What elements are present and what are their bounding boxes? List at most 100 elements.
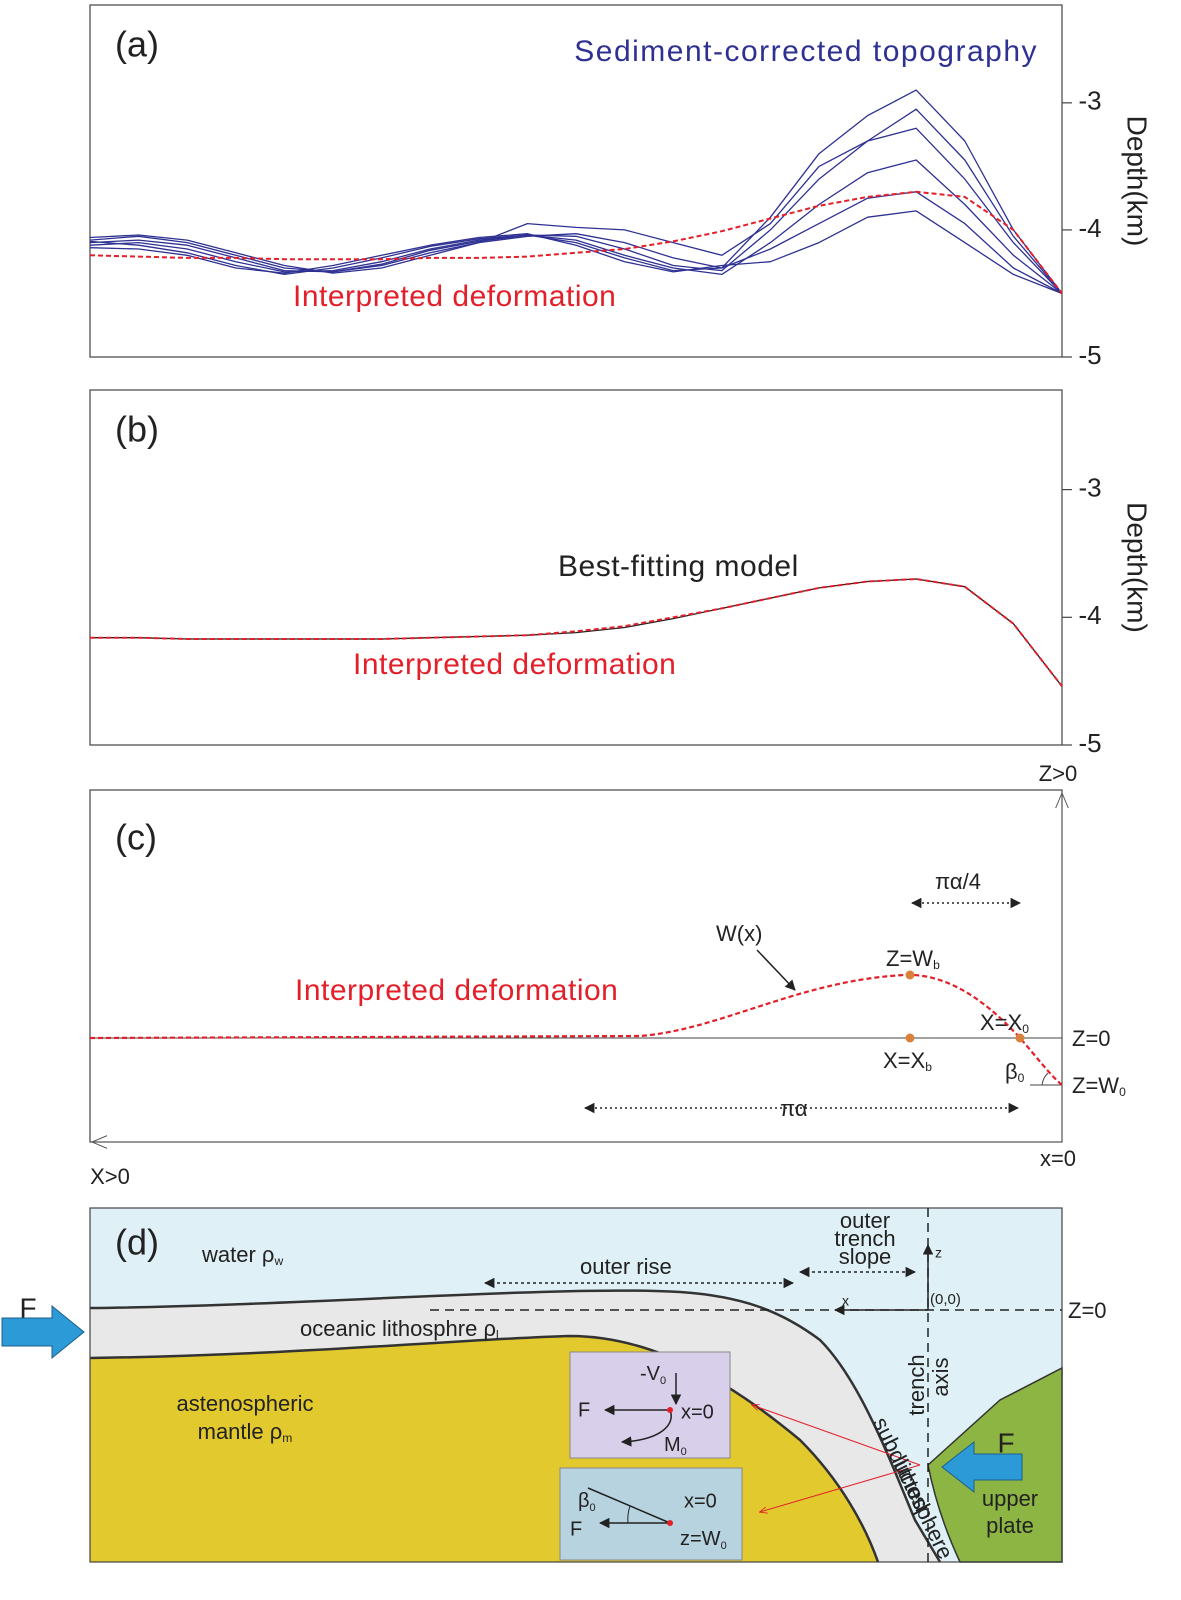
label: outer (840, 1208, 890, 1233)
label-sub: b (933, 958, 940, 972)
label: F (578, 1399, 590, 1421)
force-arrow (1, 1304, 85, 1360)
panel-d (1, 1207, 1063, 1563)
y-tick-label: -5 (1078, 340, 1101, 370)
label: trench (834, 1226, 895, 1251)
label-sub: 0 (681, 1446, 687, 1458)
panel-label: (c) (115, 817, 157, 858)
label-sub: w (273, 1254, 283, 1268)
y-tick-label: -3 (1078, 86, 1101, 116)
label-sub: 0 (1018, 1071, 1025, 1085)
label: F (570, 1518, 582, 1540)
label-text: oceanic lithosphre ρ (300, 1316, 496, 1341)
label-sub: 0 (590, 1502, 596, 1514)
inset-line (587, 1487, 671, 1524)
y-axis-title: Depth(km) (1122, 502, 1153, 633)
label-text: β (578, 1490, 590, 1512)
series-line (89, 210, 1063, 295)
y-tick-label: -4 (1078, 600, 1101, 630)
label: x=0 (1040, 1146, 1076, 1171)
lithosphere-top (89, 1289, 942, 1563)
label: mantle ρm (198, 1419, 293, 1445)
label: upper (982, 1486, 1038, 1511)
panel-frame (89, 789, 1063, 1143)
label: Interpreted deformation (295, 974, 618, 1007)
plot-frame (89, 4, 1063, 358)
panel-frame (89, 1207, 1063, 1563)
plot-frame (89, 389, 1063, 746)
label-sub: 0 (1119, 1085, 1126, 1099)
label-sub: 0 (721, 1540, 727, 1552)
panel-label: (b) (115, 409, 159, 450)
y-tick-label: -3 (1078, 472, 1101, 502)
panel-c (89, 789, 1063, 1143)
label: Z=0 (1072, 1026, 1111, 1051)
inset (569, 1351, 731, 1459)
label: πα/4 (935, 869, 981, 894)
label: outer rise (580, 1254, 672, 1279)
angle-arc (1041, 1072, 1049, 1086)
label: β0 (578, 1490, 596, 1514)
label-text: z=W (680, 1528, 721, 1550)
inset-arrow (620, 1409, 672, 1447)
series-label: Interpreted deformation (293, 280, 616, 313)
deformation-curve (89, 973, 1063, 1086)
panel-label: (a) (115, 24, 159, 65)
label: plate (986, 1513, 1034, 1538)
label: astenospheric (177, 1391, 314, 1416)
label-text: X=X (980, 1010, 1023, 1035)
panel-label: (d) (115, 1222, 159, 1263)
label: slope (839, 1244, 892, 1269)
series-label: Sediment-corrected topography (574, 35, 1038, 68)
y-tick-label: -5 (1078, 728, 1101, 758)
label-sub: m (282, 1431, 292, 1445)
label: -V0 (640, 1363, 666, 1387)
series-line (89, 191, 1063, 295)
label: X=Xb (883, 1048, 932, 1074)
y-tick-label: -4 (1078, 213, 1101, 243)
inset-pointer (760, 1464, 921, 1512)
label: F (997, 1427, 1014, 1458)
series-line (89, 108, 1063, 294)
label: W(x) (716, 921, 762, 946)
label: x=0 (684, 1490, 717, 1512)
label: Z=0 (1068, 1298, 1107, 1323)
force-arrow (941, 1440, 1023, 1494)
inset-point (667, 1407, 673, 1413)
series-label: Best-fitting model (558, 550, 799, 583)
point (905, 1033, 915, 1043)
series-line (89, 89, 1063, 294)
label-text: water ρ (201, 1242, 274, 1267)
label-text: Z=W (1072, 1073, 1119, 1098)
label: trench (904, 1354, 929, 1415)
series-line (89, 159, 1063, 295)
label-text: Z=W (886, 946, 933, 971)
label: (0,0) (930, 1291, 961, 1308)
angle-arc (627, 1505, 631, 1524)
label: oceanic lithosphre ρl (300, 1316, 499, 1342)
inset-pointer (752, 1405, 921, 1466)
series-line (89, 190, 1063, 295)
point (1015, 1033, 1025, 1043)
label: β0 (1005, 1059, 1025, 1085)
label: F (19, 1292, 36, 1323)
label-sub: l (496, 1328, 499, 1342)
label: z (935, 1245, 942, 1261)
y-axis-title: Depth(km) (1122, 116, 1153, 247)
label-text: β (1005, 1059, 1018, 1084)
label-sub: b (925, 1060, 932, 1074)
label: axis (928, 1357, 953, 1396)
label-text: M (664, 1434, 681, 1456)
label: Z>0 (1039, 761, 1078, 786)
label-text: -V (640, 1363, 661, 1385)
inset-point (667, 1520, 673, 1526)
label: X>0 (90, 1164, 130, 1189)
series-line (90, 578, 1063, 687)
pointer (756, 949, 796, 991)
label: Z=Wb (886, 946, 940, 972)
label: πα (780, 1096, 808, 1121)
label: z=W0 (680, 1528, 727, 1552)
label: x (842, 1293, 849, 1309)
